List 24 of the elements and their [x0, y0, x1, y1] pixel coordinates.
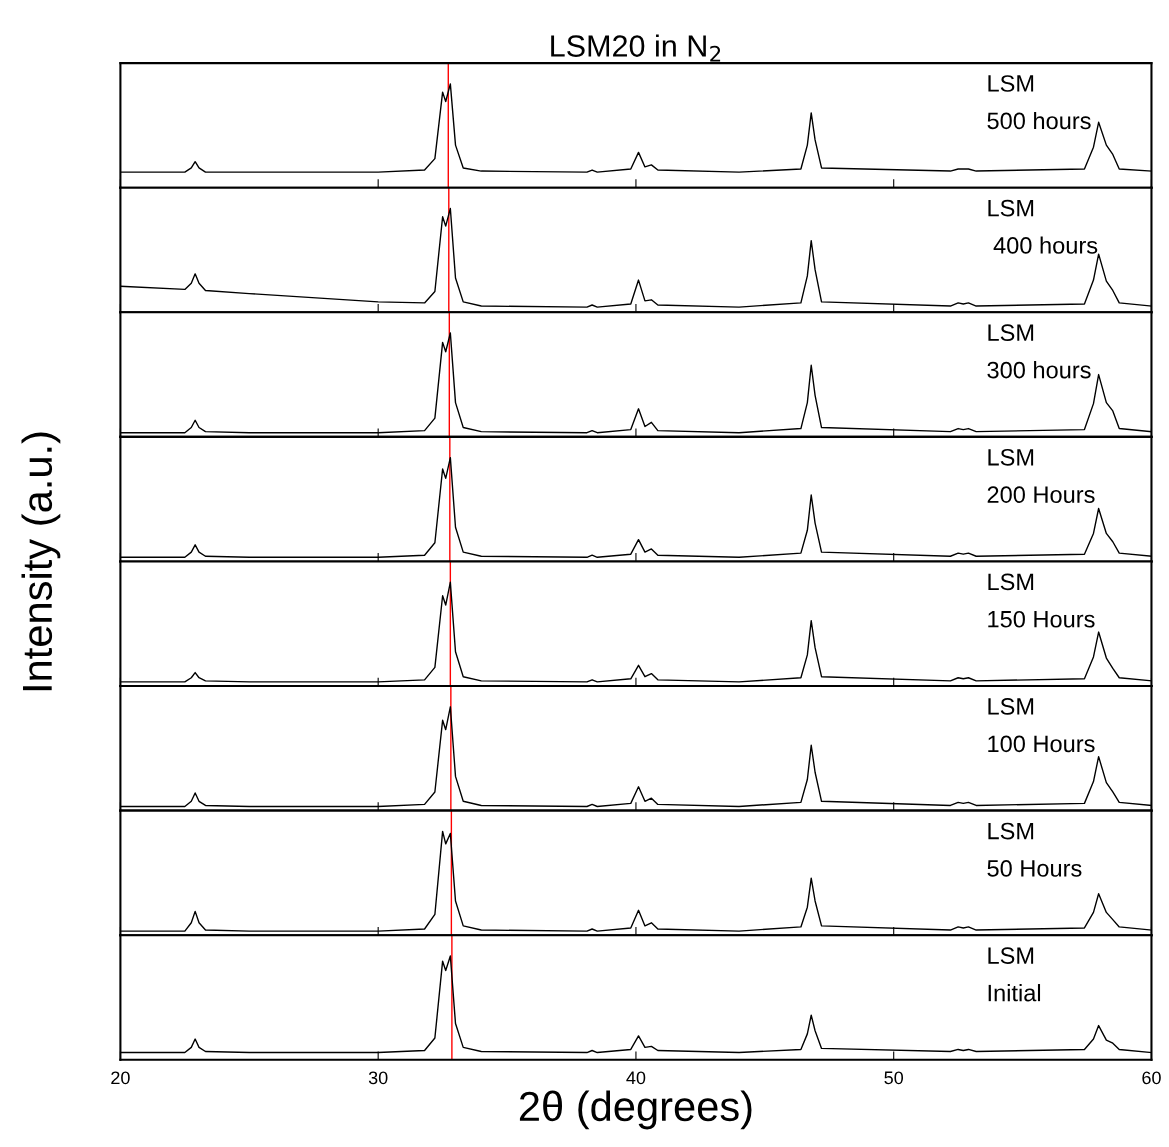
- annotation: 100 Hours: [988, 735, 1095, 753]
- y-axis-title: Intensity (a.u.): [21, 432, 61, 691]
- annotation: LSM: [988, 199, 1034, 217]
- annotation: LSM: [988, 822, 1034, 840]
- annotation: 150 Hours: [988, 610, 1095, 628]
- annotation: 300 hours: [987, 361, 1091, 379]
- x-tick-label: 30: [368, 1071, 388, 1085]
- annotation: LSM: [988, 324, 1034, 342]
- x-tick-label: 60: [1142, 1071, 1161, 1085]
- x-axis-title: 2θ (degrees): [519, 1090, 752, 1130]
- chart-title: LSM20 in N$_{2}$: [551, 34, 721, 62]
- annotation: LSM: [988, 75, 1034, 92]
- annotation: 50 Hours: [987, 860, 1082, 877]
- annotation: 200 Hours: [987, 486, 1095, 504]
- x-tick-label: 50: [884, 1071, 904, 1085]
- annotation: 500 hours: [987, 111, 1091, 130]
- annotation: LSM: [988, 698, 1034, 715]
- annotation: LSM: [988, 573, 1034, 591]
- annotation: LSM: [988, 947, 1034, 964]
- annotation: Initial: [988, 984, 1041, 1002]
- annotation: 400 hours: [993, 236, 1098, 254]
- annotation: LSM: [988, 448, 1034, 466]
- x-tick-label: 20: [111, 1071, 130, 1085]
- x-tick-label: 40: [626, 1071, 646, 1085]
